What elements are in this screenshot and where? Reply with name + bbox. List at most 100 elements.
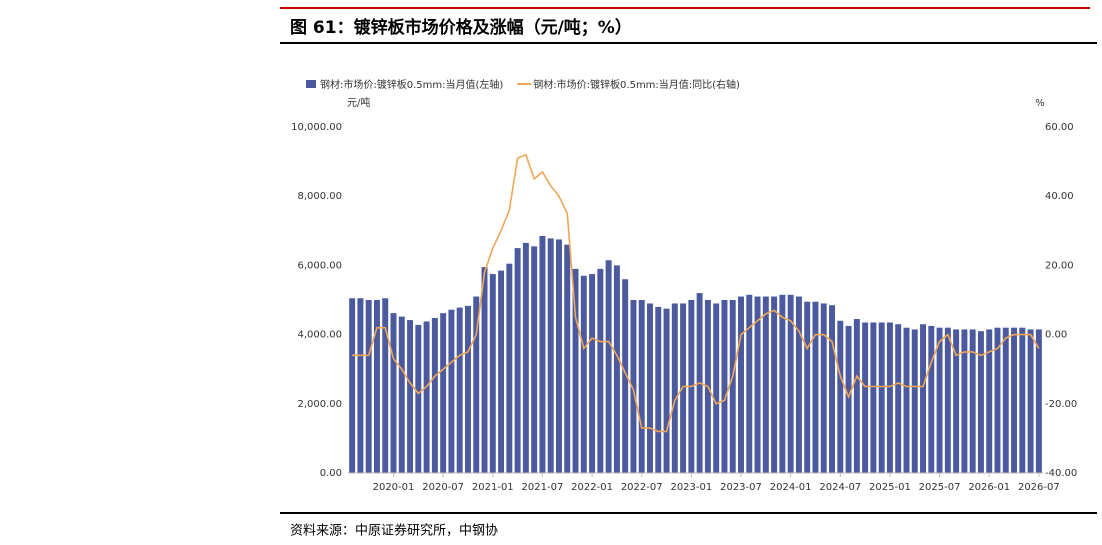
bar	[572, 268, 579, 473]
bar	[456, 307, 463, 473]
bar	[531, 246, 538, 473]
y-axis-label: 元/吨	[347, 96, 370, 109]
bar	[481, 267, 488, 473]
bar	[431, 317, 438, 473]
bar	[489, 274, 496, 473]
bar	[812, 301, 819, 473]
bar	[961, 329, 968, 473]
bar	[729, 300, 736, 473]
x-tick-label: 2025-01	[869, 482, 911, 493]
bar	[870, 322, 877, 473]
x-tick-label: 2026-07	[1018, 482, 1060, 493]
bar	[936, 327, 943, 473]
bar	[1011, 327, 1018, 473]
bar	[506, 263, 513, 473]
bar	[514, 248, 521, 473]
bar	[928, 325, 935, 473]
bar	[903, 327, 910, 473]
bar	[944, 327, 951, 473]
bar	[1019, 327, 1026, 473]
bar	[464, 305, 471, 473]
bar	[911, 329, 918, 473]
bar	[804, 301, 811, 473]
bar	[878, 322, 885, 473]
bar	[920, 324, 927, 473]
bar	[605, 260, 612, 473]
line	[352, 153, 1040, 433]
bar	[622, 279, 629, 473]
y-tick-label: 2,000.00	[297, 399, 342, 410]
y-tick-label: 8,000.00	[297, 191, 342, 202]
x-tick-label: 2026-01	[968, 482, 1010, 493]
y2-tick-label: 0.00	[1045, 330, 1067, 341]
bar	[713, 303, 720, 473]
y-tick-label: 0.00	[320, 468, 342, 479]
y-tick-label: 10,000.00	[291, 122, 342, 133]
x-tick-label: 2020-07	[422, 482, 464, 493]
x-tick-label: 2025-07	[919, 482, 961, 493]
bar	[647, 303, 653, 473]
y2-tick-label: 40.00	[1045, 191, 1074, 202]
bar	[837, 320, 844, 473]
y-tick-label: 6,000.00	[297, 260, 342, 271]
bar	[415, 324, 422, 473]
bar	[853, 319, 860, 473]
x-tick-label: 2022-01	[571, 482, 613, 493]
y2-tick-label: -20.00	[1045, 399, 1077, 410]
x-tick-label: 2023-07	[720, 482, 762, 493]
bar	[845, 325, 852, 473]
bar	[589, 274, 596, 473]
source: 资料来源：中原证券研究所，中钢协	[290, 523, 498, 539]
bar	[597, 268, 604, 473]
bar	[539, 235, 546, 473]
bar	[407, 320, 414, 473]
x-tick-label: 2020-01	[373, 482, 415, 493]
bar	[423, 321, 430, 473]
bar	[630, 300, 637, 473]
bar	[671, 303, 678, 473]
bar	[738, 296, 744, 473]
bar	[1002, 327, 1009, 473]
bar	[779, 294, 786, 473]
bar	[655, 306, 662, 473]
bar	[771, 296, 778, 473]
bar	[994, 327, 1001, 473]
bar	[862, 322, 869, 473]
bar	[969, 329, 976, 473]
bar	[556, 239, 562, 473]
bar	[373, 300, 380, 473]
bar	[398, 316, 405, 473]
bar	[473, 296, 480, 473]
x-tick-label: 2022-07	[621, 482, 663, 493]
bar	[498, 270, 505, 473]
bar	[349, 298, 356, 473]
bar	[382, 298, 389, 473]
bar	[820, 303, 827, 473]
bar	[580, 275, 587, 473]
x-tick-label: 2024-07	[819, 482, 861, 493]
bar	[895, 324, 902, 473]
bar	[746, 294, 753, 473]
bar	[787, 294, 794, 473]
y-tick-label: 4,000.00	[297, 330, 342, 341]
x-tick-label: 2023-01	[670, 482, 712, 493]
bar	[795, 296, 802, 473]
bar	[357, 298, 364, 473]
bar	[390, 313, 397, 473]
x-tick-label: 2021-01	[472, 482, 514, 493]
bar	[762, 296, 769, 473]
bar	[829, 305, 835, 473]
bar	[564, 244, 571, 473]
bar	[986, 329, 993, 473]
bar	[1035, 329, 1042, 473]
bar	[886, 322, 893, 473]
bar	[522, 242, 529, 473]
bar	[613, 265, 620, 473]
bar	[365, 300, 372, 473]
y2-axis-label: %	[1035, 98, 1045, 109]
legend-label: 钢材:市场价:镀锌板0.5mm:当月值(左轴)	[320, 78, 503, 91]
x-tick-label: 2024-01	[770, 482, 812, 493]
y2-tick-label: -40.00	[1045, 468, 1077, 479]
bar	[953, 329, 960, 473]
